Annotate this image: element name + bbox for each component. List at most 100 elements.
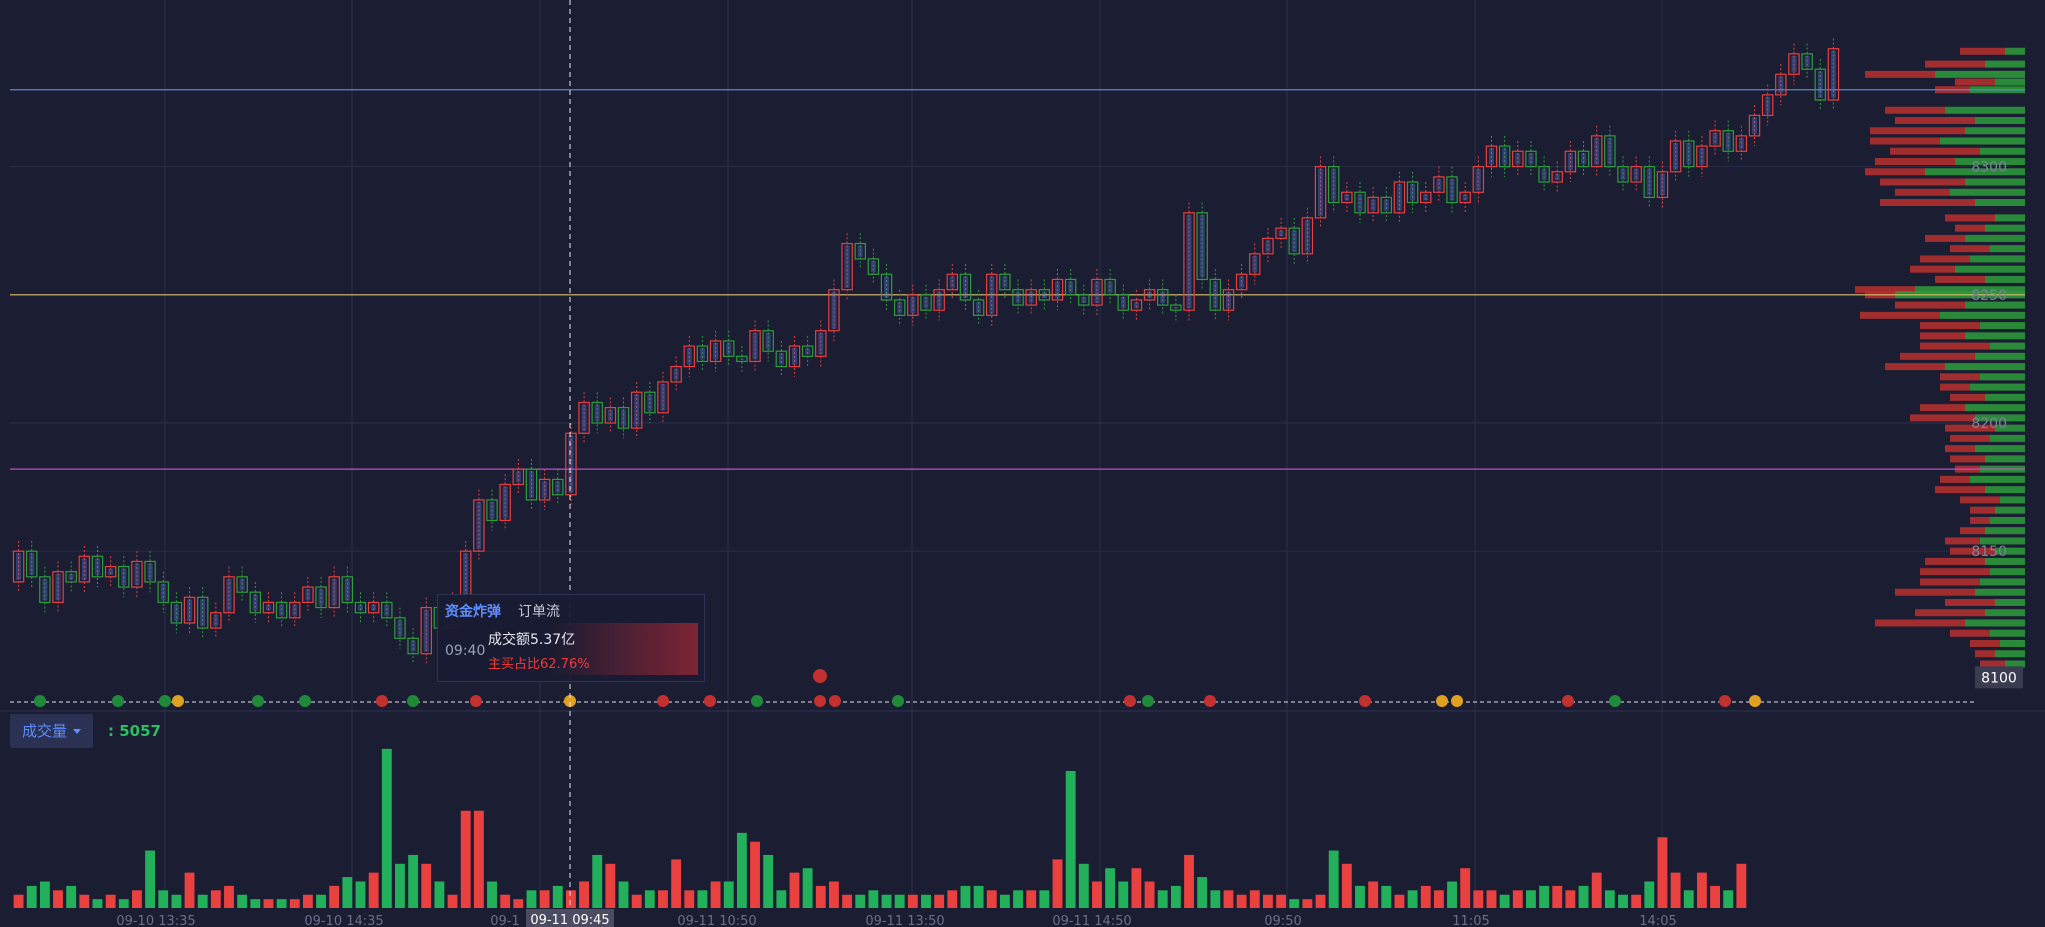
candle (78, 546, 91, 593)
candle (1104, 269, 1116, 306)
candle-footprint (1436, 178, 1442, 191)
signal-marker (564, 695, 576, 707)
candle (736, 346, 748, 372)
indicator-selector[interactable]: 成交量 (10, 714, 94, 748)
candle (1512, 141, 1524, 177)
candle-footprint (1331, 168, 1337, 201)
tooltip-time: 09:40 (445, 643, 486, 659)
candle (604, 397, 617, 434)
profile-sell-bar (1945, 214, 1995, 222)
candle (131, 551, 143, 598)
candle (1814, 58, 1827, 111)
candle-footprint (699, 348, 705, 360)
candle-footprint (620, 409, 627, 427)
profile-sell-bar (1895, 116, 1975, 124)
candle-footprint (357, 604, 364, 611)
candle-footprint (1410, 184, 1416, 201)
candle-footprint (1449, 178, 1455, 201)
candle-footprint (1054, 281, 1061, 298)
volume-bar (250, 899, 261, 908)
candle-footprint (279, 604, 285, 616)
candle (1630, 156, 1642, 193)
x-tick-label: 09-10 13:35 (116, 914, 195, 927)
profile-buy-bar (1995, 506, 2025, 514)
candle-body (1314, 166, 1327, 219)
volume-bar (1499, 894, 1510, 908)
candle-body (367, 601, 380, 614)
candle (933, 279, 945, 321)
signal-marker (1749, 695, 1761, 707)
candle-body (1183, 212, 1195, 311)
profile-sell-bar (1950, 393, 1985, 401)
candle-body (1025, 289, 1037, 306)
signal-marker (252, 695, 264, 707)
candle (354, 592, 367, 623)
volume-bar (684, 890, 695, 908)
profile-sell-bar (1955, 78, 1995, 86)
candle-body (52, 571, 64, 604)
volume-bar (789, 872, 800, 908)
volume-bar (605, 863, 616, 908)
candle (1604, 125, 1616, 177)
profile-buy-bar (1980, 322, 2025, 330)
profile-buy-bar (1990, 568, 2025, 576)
volume-bar (565, 890, 576, 908)
candle-body (565, 432, 577, 496)
candle-footprint (1502, 148, 1508, 165)
candle-body (183, 596, 196, 624)
volume-bar (1328, 850, 1339, 908)
candle-body (1446, 176, 1458, 204)
candle (473, 489, 485, 562)
candle-body (65, 571, 77, 583)
profile-sell-bar (1945, 424, 1995, 432)
candle-footprint (726, 342, 732, 355)
volume-bar (1526, 890, 1536, 908)
signal-marker (1451, 695, 1463, 707)
signal-marker (34, 695, 46, 707)
candle-footprint (1370, 199, 1376, 211)
candle (1775, 64, 1787, 106)
profile-sell-bar (1860, 311, 1940, 319)
candle (1420, 182, 1432, 213)
candle-body (486, 499, 498, 522)
candle-footprint (1160, 291, 1166, 304)
volume-bar (1420, 885, 1431, 908)
candle-body (657, 381, 669, 414)
volume-bar (1210, 890, 1221, 908)
profile-buy-bar (1975, 445, 2025, 453)
profile-buy-bar (1995, 547, 2025, 555)
volume-bar (184, 872, 195, 908)
tooltip-tab-bomb[interactable]: 资金炸弹 (445, 604, 501, 620)
candle-footprint (607, 409, 613, 421)
candle-footprint (936, 291, 942, 309)
candle (1143, 279, 1156, 311)
candle (1564, 141, 1577, 183)
candle (170, 592, 183, 634)
candle-footprint (1225, 291, 1232, 309)
y-tick-label: 8300 (1971, 160, 2007, 176)
profile-sell-bar (1880, 199, 1975, 207)
volume-bar (1118, 881, 1129, 908)
candle-body (1064, 278, 1077, 296)
candle-body (893, 299, 906, 316)
volume-bar (631, 894, 642, 908)
candle-body (617, 407, 630, 429)
candle (1446, 166, 1458, 213)
candle-footprint (1173, 307, 1179, 309)
profile-buy-bar (1990, 434, 2025, 442)
volume-bar (947, 890, 958, 908)
volume-bar (671, 859, 682, 908)
volume-bar (132, 890, 142, 908)
profile-buy-bar (1970, 255, 2025, 263)
candle-body (131, 560, 143, 588)
candle-body (1669, 140, 1682, 173)
candle-body (801, 345, 814, 357)
candle-footprint (29, 553, 35, 575)
profile-sell-bar (1955, 224, 1985, 232)
profile-buy-bar (1945, 106, 2025, 114)
candle (972, 289, 985, 326)
candle (1538, 156, 1550, 193)
tooltip-tab-orderflow[interactable]: 订单流 (518, 604, 560, 620)
profile-sell-bar (1970, 639, 2000, 647)
